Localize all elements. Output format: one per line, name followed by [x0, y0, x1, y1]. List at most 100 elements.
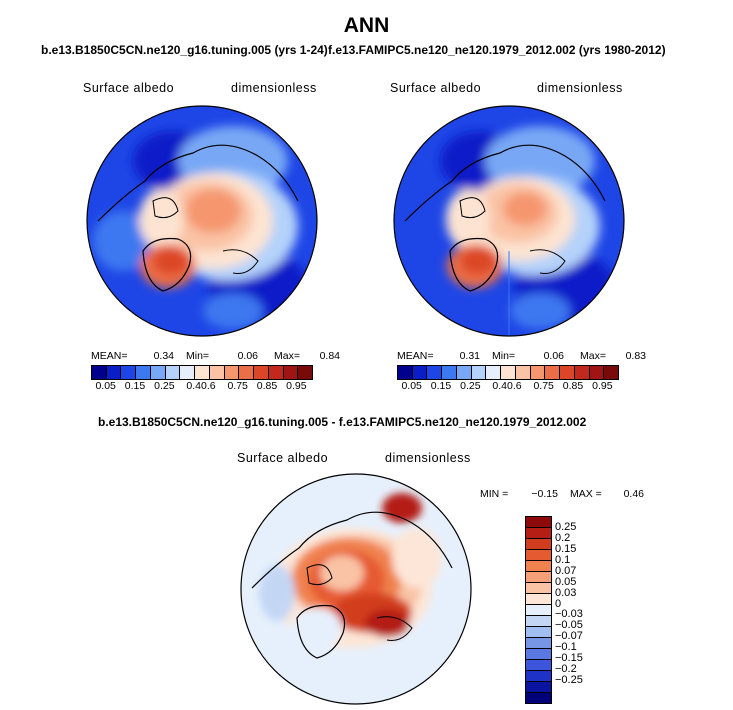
diff-colorbar-swatch: [526, 594, 551, 605]
left-colorbar-swatch: [195, 366, 210, 379]
right-colorbar-swatch: [398, 366, 413, 379]
right-colorbar-swatch: [427, 366, 443, 379]
diff-colorbar-tick-label: −0.03: [555, 608, 583, 621]
left-colorbar-tick-label: 0.75: [227, 380, 248, 392]
left-colorbar-swatch: [180, 366, 196, 379]
right-colorbar-tick-label: 0.15: [430, 380, 452, 392]
difference-colorbar: [525, 516, 552, 704]
diff-colorbar-swatch: [526, 539, 551, 550]
diff-colorbar-tick-label: 0.03: [555, 586, 577, 599]
right-max-value: 0.83: [625, 350, 646, 362]
right-colorbar-swatch: [471, 366, 487, 379]
right-colorbar-ticks: 0.05 0.15 0.25 0.4 0.6 0.75 0.85 0.95: [397, 380, 617, 394]
diff-colorbar-swatch: [526, 528, 551, 539]
left-units-label: dimensionless: [231, 81, 317, 95]
left-colorbar-swatch: [283, 366, 299, 379]
case2-title: f.e13.FAMIPC5.ne120_ne120.1979_2012.002 …: [328, 43, 666, 57]
left-colorbar-tick-label: 0.85: [256, 380, 278, 392]
left-colorbar-swatch: [136, 366, 151, 379]
left-colorbar: [91, 365, 313, 380]
right-mean-label: MEAN=: [397, 350, 434, 362]
left-colorbar-swatch: [209, 366, 225, 379]
diff-colorbar-swatch: [526, 649, 551, 660]
left-colorbar-tick-label: 0.95: [286, 380, 307, 392]
diff-colorbar-tick-label: −0.25: [555, 674, 583, 687]
left-colorbar-tick-label: 0.25: [154, 380, 175, 392]
diff-colorbar-tick-label: 0.15: [555, 542, 577, 555]
left-colorbar-swatch: [92, 366, 107, 379]
right-colorbar-swatch: [442, 366, 457, 379]
diff-stats: MIN = −0.15 MAX = 0.46: [480, 488, 644, 500]
left-variable-label: Surface albedo: [83, 81, 175, 95]
diff-colorbar-tick-label: 0.05: [555, 575, 577, 588]
diff-min-value: −0.15: [531, 488, 558, 500]
right-colorbar-swatch: [515, 366, 531, 379]
diff-colorbar-swatch: [526, 682, 551, 693]
diff-colorbar-swatch: [526, 660, 551, 671]
diff-colorbar-tick-label: 0.25: [555, 520, 577, 533]
right-colorbar-tick-label: 0.75: [533, 380, 554, 392]
left-colorbar-swatch: [268, 366, 284, 379]
left-colorbar-tick-label: 0.15: [124, 380, 146, 392]
diff-max-label: MAX =: [570, 488, 602, 500]
diff-colorbar-tick-label: 0.1: [555, 553, 571, 566]
left-colorbar-tick-label: 0.6: [201, 380, 216, 392]
left-colorbar-swatch: [254, 366, 269, 379]
left-colorbar-swatch: [239, 366, 255, 379]
right-colorbar-swatch: [589, 366, 605, 379]
right-polar-map: [390, 101, 628, 341]
left-colorbar-tick-label: 0.4: [186, 380, 201, 392]
right-colorbar-tick-label: 0.6: [507, 380, 522, 392]
right-mean-value: 0.31: [459, 350, 480, 362]
difference-polar-map: [237, 468, 475, 708]
right-colorbar-swatch: [545, 366, 561, 379]
right-colorbar-swatch: [501, 366, 516, 379]
difference-title: b.e13.B1850C5CN.ne120_g16.tuning.005 - f…: [98, 415, 587, 429]
diff-colorbar-swatch: [526, 627, 551, 638]
right-min-label: Min=: [492, 350, 516, 362]
left-colorbar-tick-label: 0.05: [95, 380, 116, 392]
left-stats: MEAN= 0.34 Min= 0.06 Max= 0.84: [91, 350, 340, 362]
right-colorbar-tick-label: 0.4: [492, 380, 507, 392]
right-max-label: Max=: [580, 350, 606, 362]
left-polar-map: [83, 101, 321, 341]
diff-min-label: MIN =: [480, 488, 509, 500]
diff-colorbar-swatch: [526, 583, 551, 594]
diff-colorbar-tick-label: 0: [555, 597, 562, 610]
left-min-label: Min=: [186, 350, 210, 362]
right-colorbar-tick-label: 0.05: [401, 380, 422, 392]
right-colorbar-tick-label: 0.85: [562, 380, 584, 392]
left-min-value: 0.06: [237, 350, 258, 362]
diff-colorbar-tick-label: 0.2: [555, 531, 571, 544]
diff-colorbar-swatch: [526, 638, 551, 649]
left-colorbar-swatch: [106, 366, 122, 379]
left-colorbar-swatch: [150, 366, 166, 379]
diff-colorbar-tick-label: 0.07: [555, 564, 577, 577]
diff-colorbar-swatch: [526, 561, 551, 572]
diff-colorbar-swatch: [526, 671, 551, 682]
right-colorbar-swatch: [560, 366, 575, 379]
right-variable-label: Surface albedo: [390, 81, 482, 95]
right-colorbar-swatch: [604, 366, 619, 379]
right-colorbar-swatch: [456, 366, 472, 379]
right-min-value: 0.06: [543, 350, 564, 362]
figure-title: ANN: [343, 14, 390, 37]
diff-units-label: dimensionless: [385, 451, 471, 465]
diff-colorbar-swatch: [526, 693, 551, 703]
diff-colorbar-swatch: [526, 517, 551, 528]
diff-colorbar-tick-label: −0.1: [555, 641, 577, 654]
left-colorbar-swatch: [298, 366, 313, 379]
left-colorbar-swatch: [121, 366, 137, 379]
diff-variable-label: Surface albedo: [237, 451, 329, 465]
right-colorbar: [397, 365, 619, 380]
left-colorbar-swatch: [165, 366, 181, 379]
left-colorbar-ticks: 0.05 0.15 0.25 0.4 0.6 0.75 0.85 0.95: [91, 380, 311, 394]
diff-colorbar-tick-label: −0.2: [555, 663, 577, 676]
diff-colorbar-tick-label: −0.07: [555, 630, 583, 643]
case1-title: b.e13.B1850C5CN.ne120_g16.tuning.005 (yr…: [41, 43, 328, 57]
left-max-value: 0.84: [319, 350, 340, 362]
right-units-label: dimensionless: [537, 81, 623, 95]
right-colorbar-swatch: [486, 366, 502, 379]
right-colorbar-swatch: [574, 366, 590, 379]
difference-colorbar-ticks: 0.25 0.2 0.15 0.1 0.07 0.05 0.03 0 −0.03 −0.05 −0.…: [555, 516, 595, 702]
